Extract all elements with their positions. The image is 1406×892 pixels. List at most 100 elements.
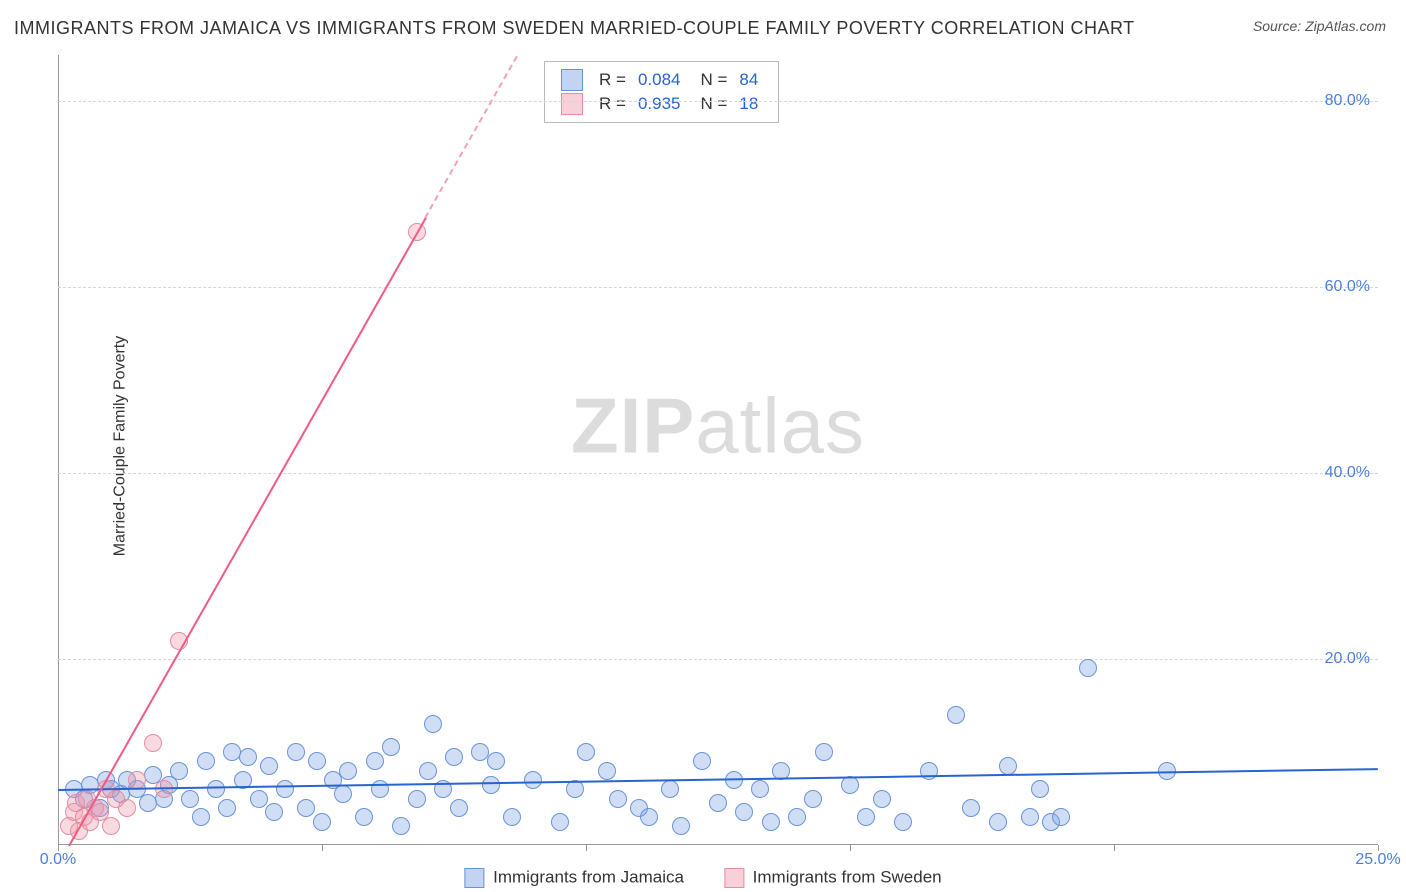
data-point bbox=[1031, 780, 1049, 798]
legend-label: Immigrants from Sweden bbox=[753, 868, 942, 887]
legend-stats-row: R =0.084N =84 bbox=[555, 68, 764, 92]
data-point bbox=[487, 752, 505, 770]
data-point bbox=[419, 762, 437, 780]
y-axis-line bbox=[58, 55, 59, 845]
legend-swatch bbox=[464, 868, 484, 888]
data-point bbox=[144, 734, 162, 752]
data-point bbox=[287, 743, 305, 761]
data-point bbox=[334, 785, 352, 803]
data-point bbox=[239, 748, 257, 766]
trend-line-jamaica bbox=[58, 768, 1378, 791]
x-tick-mark bbox=[1114, 845, 1115, 851]
data-point bbox=[894, 813, 912, 831]
x-tick-mark bbox=[850, 845, 851, 851]
data-point bbox=[207, 780, 225, 798]
data-point bbox=[102, 817, 120, 835]
x-tick-mark bbox=[586, 845, 587, 851]
data-point bbox=[392, 817, 410, 835]
legend-R-value: 0.084 bbox=[632, 68, 687, 92]
data-point bbox=[804, 790, 822, 808]
data-point bbox=[989, 813, 1007, 831]
data-point bbox=[566, 780, 584, 798]
source-attribution: Source: ZipAtlas.com bbox=[1253, 18, 1386, 34]
legend-item: Immigrants from Sweden bbox=[724, 867, 942, 886]
series-legend: Immigrants from Jamaica Immigrants from … bbox=[464, 867, 941, 888]
legend-stats-table: R =0.084N =84R =0.935N =18 bbox=[555, 68, 764, 116]
legend-swatch bbox=[561, 93, 583, 115]
gridline bbox=[58, 101, 1378, 102]
data-point bbox=[672, 817, 690, 835]
watermark-rest: atlas bbox=[695, 382, 865, 470]
data-point bbox=[424, 715, 442, 733]
legend-swatch bbox=[561, 69, 583, 91]
data-point bbox=[339, 762, 357, 780]
legend-N-label: N = bbox=[686, 92, 733, 116]
data-point bbox=[709, 794, 727, 812]
watermark-bold: ZIP bbox=[571, 382, 695, 470]
data-point bbox=[577, 743, 595, 761]
data-point bbox=[382, 738, 400, 756]
data-point bbox=[1052, 808, 1070, 826]
data-point bbox=[962, 799, 980, 817]
watermark: ZIPatlas bbox=[571, 381, 865, 472]
data-point bbox=[788, 808, 806, 826]
data-point bbox=[693, 752, 711, 770]
source-name: ZipAtlas.com bbox=[1305, 18, 1386, 34]
trend-line-sweden-extrapolated bbox=[425, 55, 519, 218]
x-tick-label: 25.0% bbox=[1355, 851, 1400, 869]
data-point bbox=[192, 808, 210, 826]
x-tick-mark bbox=[322, 845, 323, 851]
data-point bbox=[524, 771, 542, 789]
data-point bbox=[197, 752, 215, 770]
data-point bbox=[551, 813, 569, 831]
data-point bbox=[873, 790, 891, 808]
y-tick-label: 20.0% bbox=[1325, 650, 1370, 668]
data-point bbox=[355, 808, 373, 826]
data-point bbox=[598, 762, 616, 780]
y-tick-label: 60.0% bbox=[1325, 278, 1370, 296]
data-point bbox=[947, 706, 965, 724]
data-point bbox=[482, 776, 500, 794]
gridline bbox=[58, 287, 1378, 288]
source-label: Source: bbox=[1253, 18, 1301, 34]
data-point bbox=[297, 799, 315, 817]
data-point bbox=[128, 771, 146, 789]
data-point bbox=[218, 799, 236, 817]
legend-item: Immigrants from Jamaica bbox=[464, 867, 684, 886]
data-point bbox=[1079, 659, 1097, 677]
scatter-plot: ZIPatlas R =0.084N =84R =0.935N =18 20.0… bbox=[58, 55, 1378, 845]
x-axis-line bbox=[58, 844, 1378, 845]
legend-N-value: 84 bbox=[733, 68, 764, 92]
x-tick-label: 0.0% bbox=[40, 851, 76, 869]
data-point bbox=[640, 808, 658, 826]
legend-R-label: R = bbox=[593, 68, 632, 92]
data-point bbox=[503, 808, 521, 826]
data-point bbox=[250, 790, 268, 808]
data-point bbox=[445, 748, 463, 766]
data-point bbox=[276, 780, 294, 798]
legend-N-label: N = bbox=[686, 68, 733, 92]
data-point bbox=[857, 808, 875, 826]
data-point bbox=[762, 813, 780, 831]
gridline bbox=[58, 659, 1378, 660]
data-point bbox=[260, 757, 278, 775]
data-point bbox=[308, 752, 326, 770]
data-point bbox=[313, 813, 331, 831]
data-point bbox=[1021, 808, 1039, 826]
data-point bbox=[609, 790, 627, 808]
y-tick-label: 80.0% bbox=[1325, 92, 1370, 110]
data-point bbox=[450, 799, 468, 817]
data-point bbox=[118, 799, 136, 817]
y-tick-label: 40.0% bbox=[1325, 464, 1370, 482]
data-point bbox=[815, 743, 833, 761]
data-point bbox=[661, 780, 679, 798]
legend-swatch bbox=[724, 868, 744, 888]
gridline bbox=[58, 473, 1378, 474]
legend-stats-box: R =0.084N =84R =0.935N =18 bbox=[544, 61, 779, 123]
legend-N-value: 18 bbox=[733, 92, 764, 116]
chart-title: IMMIGRANTS FROM JAMAICA VS IMMIGRANTS FR… bbox=[14, 18, 1135, 39]
legend-label: Immigrants from Jamaica bbox=[493, 868, 684, 887]
legend-R-value: 0.935 bbox=[632, 92, 687, 116]
data-point bbox=[181, 790, 199, 808]
data-point bbox=[408, 790, 426, 808]
